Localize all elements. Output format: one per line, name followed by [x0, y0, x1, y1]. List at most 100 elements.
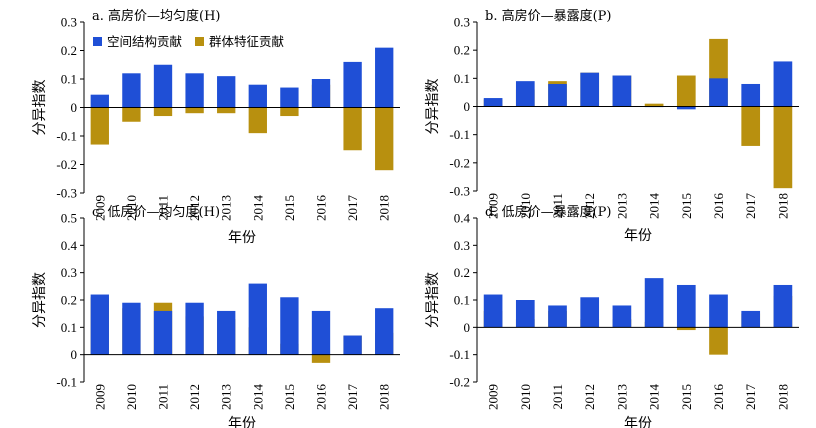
panel-title: b. 高房价—暴露度(P)	[485, 8, 611, 24]
y-tick-label: -0.1	[56, 375, 77, 390]
spatial-bar-2013	[217, 310, 236, 355]
group-bar-2018	[375, 107, 394, 171]
spatial-bar-2018	[773, 284, 793, 328]
legend-label-group: 群体特征贡献	[209, 34, 284, 49]
y-tick-label: 0.4	[61, 238, 78, 253]
x-tick-label: 2013	[219, 384, 234, 410]
spatial-bar-2016	[311, 310, 331, 355]
y-axis-label: 分异指数	[32, 80, 48, 136]
x-tick-label: 2017	[743, 193, 758, 220]
group-bar-2018	[773, 106, 793, 189]
group-bar-2017	[343, 107, 362, 151]
x-tick-label: 2009	[92, 195, 107, 221]
group-bar-2016	[311, 354, 331, 363]
spatial-bar-2017	[343, 335, 362, 355]
y-tick-label: 0.3	[61, 15, 77, 30]
spatial-bar-2016	[709, 78, 728, 107]
spatial-bar-2011	[153, 310, 173, 355]
y-tick-label: 0	[71, 100, 78, 115]
x-axis-label: 年份	[624, 416, 652, 428]
x-tick-label: 2018	[775, 384, 790, 410]
spatial-bar-2017	[741, 83, 761, 107]
y-axis-label: 分异指数	[425, 272, 441, 328]
y-tick-label: -0.2	[56, 157, 77, 172]
spatial-bar-2018	[375, 308, 394, 355]
spatial-bar-2015	[676, 284, 696, 328]
x-tick-label: 2014	[647, 384, 662, 411]
group-bar-2011	[153, 107, 173, 117]
x-tick-label: 2010	[124, 195, 139, 221]
group-bar-2015	[676, 327, 696, 331]
x-tick-label: 2018	[775, 193, 790, 219]
group-bar-2013	[217, 107, 236, 114]
spatial-bar-2011	[548, 83, 567, 107]
spatial-bar-2010	[515, 300, 535, 328]
spatial-bar-2018	[375, 47, 394, 108]
y-tick-label: 0.3	[454, 15, 470, 30]
panel-title: a. 高房价—均匀度(H)	[92, 8, 221, 24]
group-bar-2015	[280, 107, 299, 117]
x-tick-label: 2010	[518, 384, 533, 410]
x-tick-label: 2018	[377, 384, 392, 410]
spatial-bar-2017	[741, 310, 761, 328]
panel-title: d. 低房价—暴露度(P)	[485, 204, 611, 220]
panel-b: 0.3 0.2 0.1 0 -0.1 -0.2 -0.3 2009 2010 2011 2012 20…	[425, 8, 799, 244]
x-tick-label: 2011	[550, 193, 565, 219]
spatial-bar-2013	[612, 305, 632, 328]
x-tick-label: 2014	[250, 195, 265, 222]
x-tick-label: 2016	[711, 193, 726, 220]
spatial-bar-2012	[185, 73, 204, 108]
group-bar-2010	[122, 107, 141, 122]
spatial-bar-2017	[343, 61, 362, 108]
legend-swatch-spatial	[93, 37, 102, 46]
x-axis-label: 年份	[624, 228, 652, 244]
y-tick-label: 0.1	[61, 320, 77, 335]
x-tick-label: 2018	[377, 195, 392, 221]
x-tick-label: 2013	[614, 384, 629, 410]
y-axis-label: 分异指数	[32, 272, 48, 328]
group-bar-2009	[90, 107, 109, 145]
y-tick-label: -0.1	[449, 127, 470, 142]
spatial-bar-2015	[280, 87, 299, 108]
x-tick-label: 2016	[314, 384, 329, 411]
spatial-bar-2009	[483, 98, 503, 107]
y-tick-label: 0.1	[61, 72, 77, 87]
y-tick-label: 0.3	[454, 238, 470, 253]
x-tick-label: 2011	[550, 384, 565, 410]
x-tick-label: 2009	[92, 384, 107, 410]
spatial-bar-2012	[580, 72, 600, 107]
spatial-bar-2011	[153, 64, 173, 108]
spatial-bar-2011	[548, 305, 567, 328]
x-axis-label: 年份	[228, 230, 256, 246]
y-tick-label: -0.1	[56, 129, 77, 144]
spatial-bar-2016	[311, 79, 331, 108]
y-tick-label: -0.1	[449, 347, 470, 362]
x-tick-label: 2014	[647, 193, 662, 220]
x-tick-label: 2010	[518, 193, 533, 219]
x-tick-label: 2009	[486, 193, 501, 219]
y-tick-label: 0.1	[454, 293, 470, 308]
x-tick-label: 2015	[282, 195, 297, 221]
x-tick-label: 2012	[582, 384, 597, 410]
x-axis-label: 年份	[228, 416, 256, 428]
group-bar-2014	[248, 107, 267, 134]
y-tick-label: -0.2	[449, 155, 470, 170]
spatial-bar-2009	[90, 94, 109, 108]
y-tick-label: 0.2	[454, 265, 470, 280]
x-tick-label: 2012	[187, 195, 202, 221]
y-tick-label: 0.5	[61, 211, 77, 226]
y-tick-label: 0.4	[454, 211, 471, 226]
x-tick-label: 2015	[679, 384, 694, 410]
x-tick-label: 2012	[582, 193, 597, 219]
spatial-bar-2010	[515, 81, 535, 107]
group-bar-2014	[644, 103, 664, 107]
spatial-bar-2015	[280, 297, 299, 355]
spatial-bar-2018	[773, 61, 793, 107]
x-tick-label: 2013	[219, 195, 234, 221]
x-tick-label: 2013	[614, 193, 629, 219]
y-tick-label: 0.3	[61, 265, 77, 280]
y-tick-label: 0.2	[61, 293, 77, 308]
legend: 空间结构贡献 群体特征贡献	[93, 34, 284, 49]
panel-d: 0.4 0.3 0.2 0.1 0 -0.1 -0.2 2009 2010 2011 2012 201…	[425, 204, 799, 428]
